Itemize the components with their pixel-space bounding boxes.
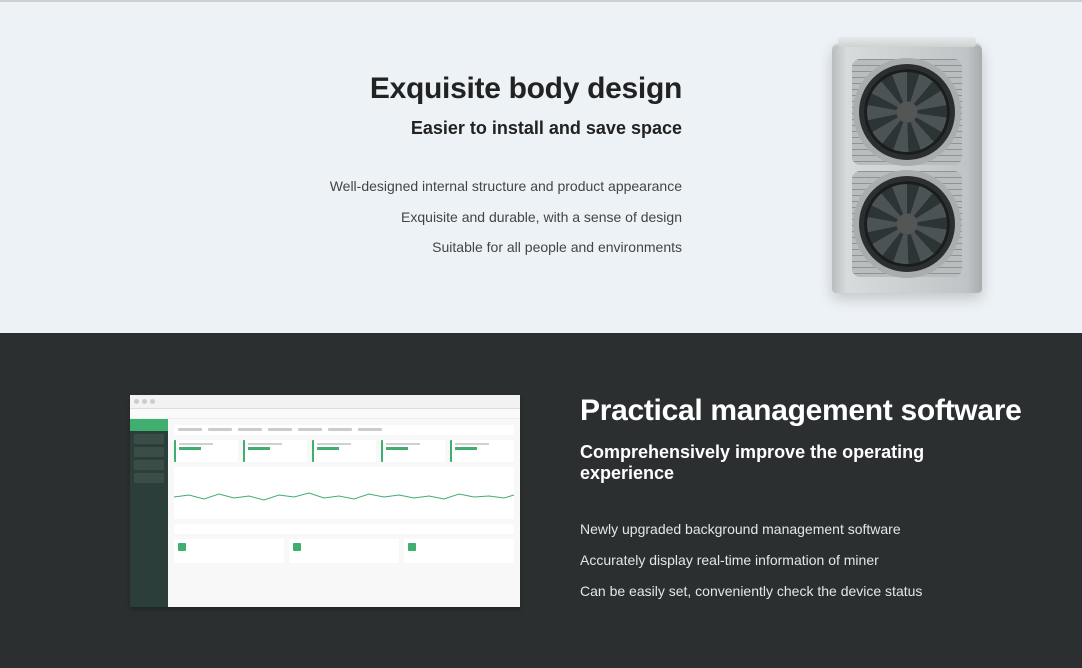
section2-title: Practical management software bbox=[580, 394, 1022, 428]
fan-icon bbox=[859, 176, 955, 272]
fan-icon bbox=[859, 64, 955, 160]
browser-tabs-icon bbox=[130, 409, 520, 419]
section2-text-block: Practical management software Comprehens… bbox=[580, 394, 1022, 606]
section1-subtitle: Easier to install and save space bbox=[120, 118, 682, 139]
stat-card bbox=[450, 440, 514, 462]
dashboard-sidebar bbox=[130, 419, 168, 607]
section2-line: Newly upgraded background management sof… bbox=[580, 514, 1022, 545]
section1-lines: Well-designed internal structure and pro… bbox=[120, 171, 682, 263]
dashboard-app bbox=[130, 419, 520, 607]
info-card bbox=[174, 539, 284, 563]
section1-line: Well-designed internal structure and pro… bbox=[120, 171, 682, 202]
browser-chrome-icon bbox=[130, 395, 520, 409]
fan-grill-icon bbox=[852, 171, 962, 277]
dashboard-main bbox=[168, 419, 520, 607]
stat-card bbox=[174, 440, 238, 462]
meta-row bbox=[174, 524, 514, 534]
stat-card bbox=[243, 440, 307, 462]
dashboard-screenshot bbox=[130, 395, 520, 607]
info-card bbox=[289, 539, 399, 563]
dashboard-toolbar bbox=[174, 425, 514, 435]
section2-subtitle: Comprehensively improve the operating ex… bbox=[580, 442, 1022, 484]
section2-lines: Newly upgraded background management sof… bbox=[580, 514, 1022, 606]
stat-cards-row bbox=[174, 440, 514, 462]
section2-line: Accurately display real-time information… bbox=[580, 545, 1022, 576]
line-chart bbox=[174, 467, 514, 519]
product-image bbox=[792, 33, 1022, 303]
section1-title: Exquisite body design bbox=[120, 72, 682, 106]
stat-card bbox=[312, 440, 376, 462]
bottom-cards-row bbox=[174, 539, 514, 563]
fan-grill-icon bbox=[852, 59, 962, 165]
info-card bbox=[404, 539, 514, 563]
section1-text-block: Exquisite body design Easier to install … bbox=[120, 72, 702, 263]
feature-section-design: Exquisite body design Easier to install … bbox=[0, 2, 1082, 333]
section2-line: Can be easily set, conveniently check th… bbox=[580, 576, 1022, 607]
miner-device-icon bbox=[832, 43, 982, 293]
stat-card bbox=[381, 440, 445, 462]
section1-line: Exquisite and durable, with a sense of d… bbox=[120, 202, 682, 233]
section1-line: Suitable for all people and environments bbox=[120, 232, 682, 263]
feature-section-software: Practical management software Comprehens… bbox=[0, 333, 1082, 668]
